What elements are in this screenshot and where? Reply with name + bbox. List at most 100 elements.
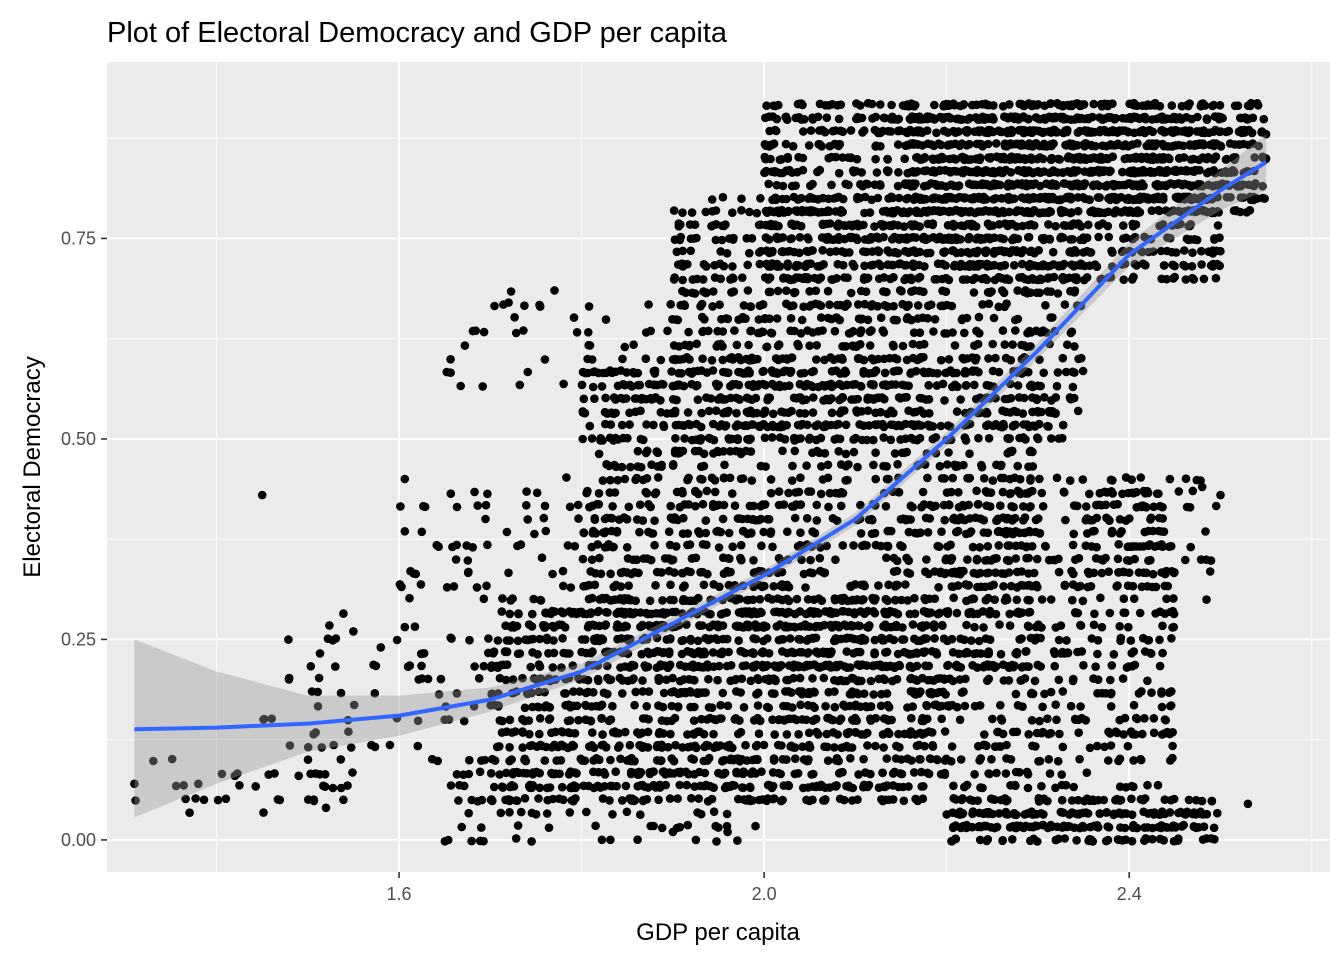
scatter-point: [910, 634, 919, 644]
scatter-point: [794, 152, 803, 162]
scatter-point: [928, 741, 937, 750]
scatter-point: [673, 767, 683, 777]
scatter-point: [557, 663, 566, 672]
scatter-point: [737, 647, 747, 656]
scatter-point: [825, 488, 835, 498]
scatter-point: [731, 754, 740, 764]
scatter-point: [385, 740, 395, 750]
scatter-point: [251, 782, 260, 791]
scatter-point: [1119, 221, 1128, 230]
scatter-point: [600, 621, 610, 630]
scatter-point: [865, 208, 875, 217]
scatter-point: [1040, 393, 1049, 402]
scatter-point: [349, 700, 359, 710]
scatter-point: [620, 727, 630, 737]
scatter-point: [1160, 261, 1169, 270]
scatter-point: [927, 167, 936, 177]
scatter-point: [749, 607, 759, 616]
scatter-point: [705, 781, 715, 791]
scatter-point: [1119, 234, 1128, 243]
scatter-point: [760, 433, 770, 443]
scatter-point: [984, 434, 994, 443]
scatter-point: [693, 395, 703, 405]
scatter-point: [911, 248, 921, 258]
scatter-point: [717, 649, 727, 659]
scatter-point: [909, 768, 919, 777]
scatter-point: [853, 112, 862, 122]
scatter-point: [704, 753, 714, 763]
scatter-point: [802, 461, 811, 471]
scatter-point: [722, 781, 731, 791]
scatter-point: [919, 339, 929, 349]
scatter-point: [572, 769, 581, 778]
scatter-point: [434, 690, 444, 699]
scatter-point: [489, 782, 499, 792]
scatter-point: [997, 460, 1006, 470]
scatter-point: [949, 593, 958, 603]
scatter-point: [759, 740, 769, 750]
scatter-point: [901, 419, 910, 429]
scatter-point: [1170, 261, 1179, 271]
scatter-point: [584, 594, 594, 604]
scatter-point: [894, 193, 904, 203]
scatter-point: [948, 473, 957, 483]
scatter-point: [828, 275, 837, 285]
scatter-point: [687, 369, 696, 378]
scatter-point: [631, 687, 640, 697]
scatter-point: [696, 474, 705, 484]
scatter-point: [314, 673, 324, 683]
scatter-point: [734, 353, 743, 362]
scatter-point: [800, 620, 810, 629]
scatter-point: [641, 448, 651, 458]
scatter-point: [901, 273, 911, 283]
scatter-point: [587, 434, 597, 443]
scatter-point: [803, 233, 812, 242]
scatter-point: [664, 566, 674, 576]
scatter-point: [451, 555, 461, 564]
scatter-point: [668, 395, 678, 404]
scatter-point: [259, 715, 268, 724]
scatter-point: [735, 368, 745, 377]
scatter-point: [709, 449, 718, 458]
scatter-point: [783, 154, 793, 163]
scatter-point: [691, 835, 701, 845]
scatter-point: [518, 727, 527, 736]
scatter-point: [630, 700, 639, 710]
scatter-point: [651, 581, 660, 590]
scatter-point: [870, 180, 880, 189]
scatter-point: [881, 206, 891, 216]
scatter-point: [782, 194, 791, 204]
scatter-point: [769, 756, 779, 765]
scatter-point: [790, 513, 800, 523]
scatter-point: [974, 433, 983, 443]
scatter-point: [706, 609, 715, 619]
scatter-point: [1051, 221, 1060, 231]
scatter-point: [690, 596, 700, 605]
scatter-point: [789, 502, 799, 511]
scatter-point: [804, 194, 813, 203]
scatter-point: [873, 354, 883, 364]
scatter-point: [809, 595, 819, 604]
scatter-point: [465, 635, 474, 645]
scatter-point: [513, 636, 523, 646]
scatter-point: [669, 341, 679, 350]
scatter-point: [734, 729, 743, 739]
scatter-point: [1180, 246, 1189, 255]
scatter-point: [573, 500, 583, 510]
scatter-point: [760, 408, 769, 418]
scatter-point: [822, 729, 832, 739]
scatter-point: [922, 248, 932, 258]
scatter-point: [984, 674, 994, 684]
scatter-point: [540, 756, 550, 765]
scatter-point: [687, 208, 697, 217]
scatter-point: [329, 740, 339, 750]
scatter-point: [812, 355, 821, 364]
scatter-point: [674, 420, 683, 430]
scatter-point: [845, 220, 854, 230]
scatter-point: [583, 368, 593, 378]
scatter-point: [718, 192, 728, 202]
scatter-point: [707, 195, 717, 204]
scatter-point: [520, 301, 529, 311]
scatter-point: [714, 380, 723, 390]
scatter-point: [918, 621, 928, 630]
